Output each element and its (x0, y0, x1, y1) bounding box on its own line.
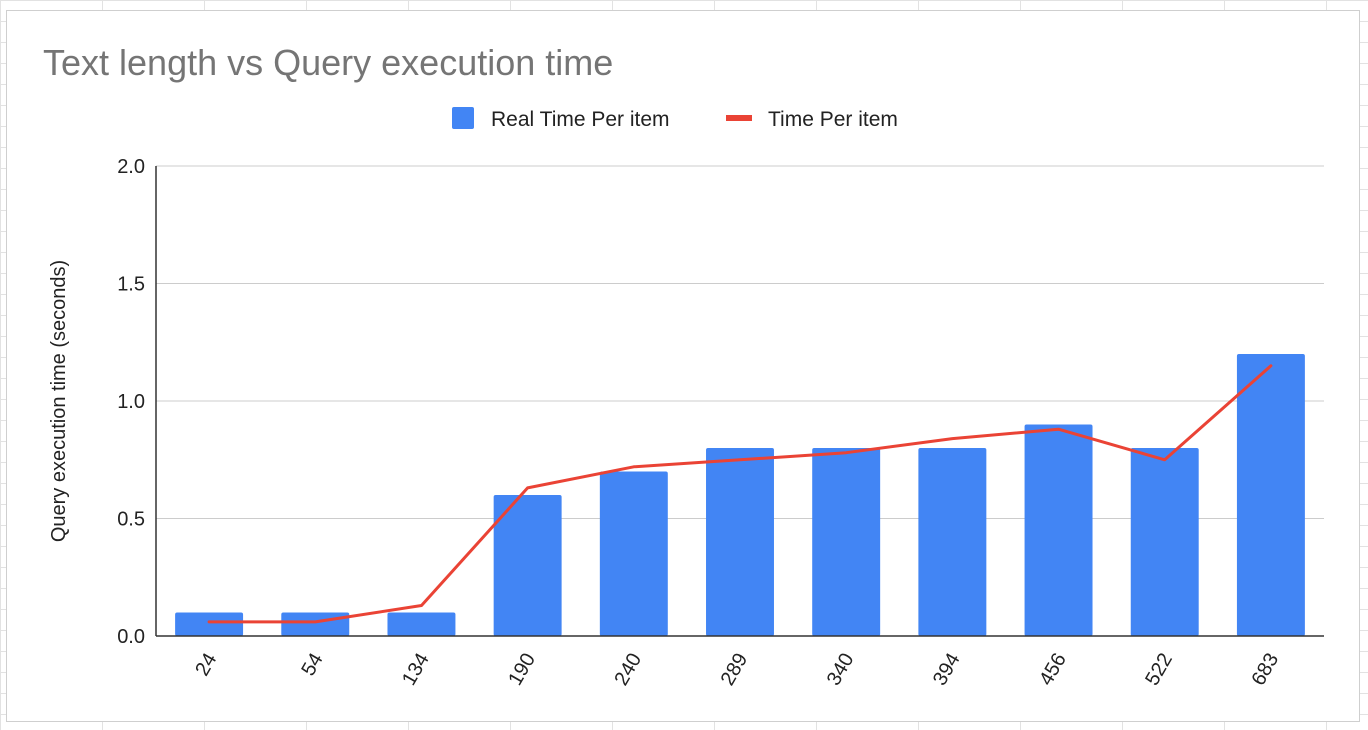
legend-swatch-line (726, 115, 752, 121)
chart-svg: Text length vs Query execution time Real… (43, 42, 1324, 690)
x-tick-label: 54 (297, 650, 327, 680)
gridlines (155, 165, 1324, 636)
chart-card[interactable]: Text length vs Query execution time Real… (6, 10, 1360, 722)
legend-label-line: Time Per item (768, 108, 898, 131)
bar[interactable] (493, 495, 562, 636)
x-tick-label: 340 (823, 650, 859, 690)
chart-title: Text length vs Query execution time (43, 42, 613, 83)
x-tick-label: 190 (504, 650, 540, 690)
x-tick-label: 240 (610, 650, 646, 690)
bar[interactable] (175, 612, 244, 637)
bar-series (156, 354, 1324, 637)
y-tick-label: 1.5 (117, 274, 145, 296)
x-axis-ticks: 24 54 134 190 240 289 340 394 456 522 683 (191, 650, 1283, 690)
bar[interactable] (706, 448, 774, 636)
y-tick-label: 0.0 (117, 626, 145, 648)
y-tick-label: 2.0 (117, 156, 145, 178)
legend-label-bar: Real Time Per item (491, 108, 670, 131)
y-axis-label: Query execution time (seconds) (48, 260, 70, 542)
bar[interactable] (812, 448, 881, 636)
legend[interactable]: Real Time Per item Time Per item (452, 107, 898, 131)
y-tick-label: 0.5 (117, 509, 145, 531)
x-tick-label: 289 (717, 650, 753, 690)
x-tick-label: 456 (1035, 650, 1071, 690)
y-tick-label: 1.0 (117, 391, 145, 413)
x-tick-label: 394 (929, 650, 965, 690)
bar[interactable] (387, 612, 456, 637)
x-tick-label: 24 (191, 650, 221, 680)
legend-swatch-bar (452, 107, 474, 129)
bar[interactable] (1024, 424, 1093, 637)
x-tick-label: 522 (1141, 650, 1177, 690)
x-tick-label: 134 (398, 650, 434, 690)
x-tick-label: 683 (1247, 650, 1283, 690)
bar[interactable] (281, 612, 350, 637)
bar[interactable] (918, 448, 987, 636)
bar[interactable] (1236, 354, 1305, 636)
line-series (207, 364, 1273, 624)
bar[interactable] (599, 471, 668, 637)
bar[interactable] (1130, 448, 1199, 636)
y-axis-ticks: 0.0 0.5 1.0 1.5 2.0 (117, 156, 145, 648)
